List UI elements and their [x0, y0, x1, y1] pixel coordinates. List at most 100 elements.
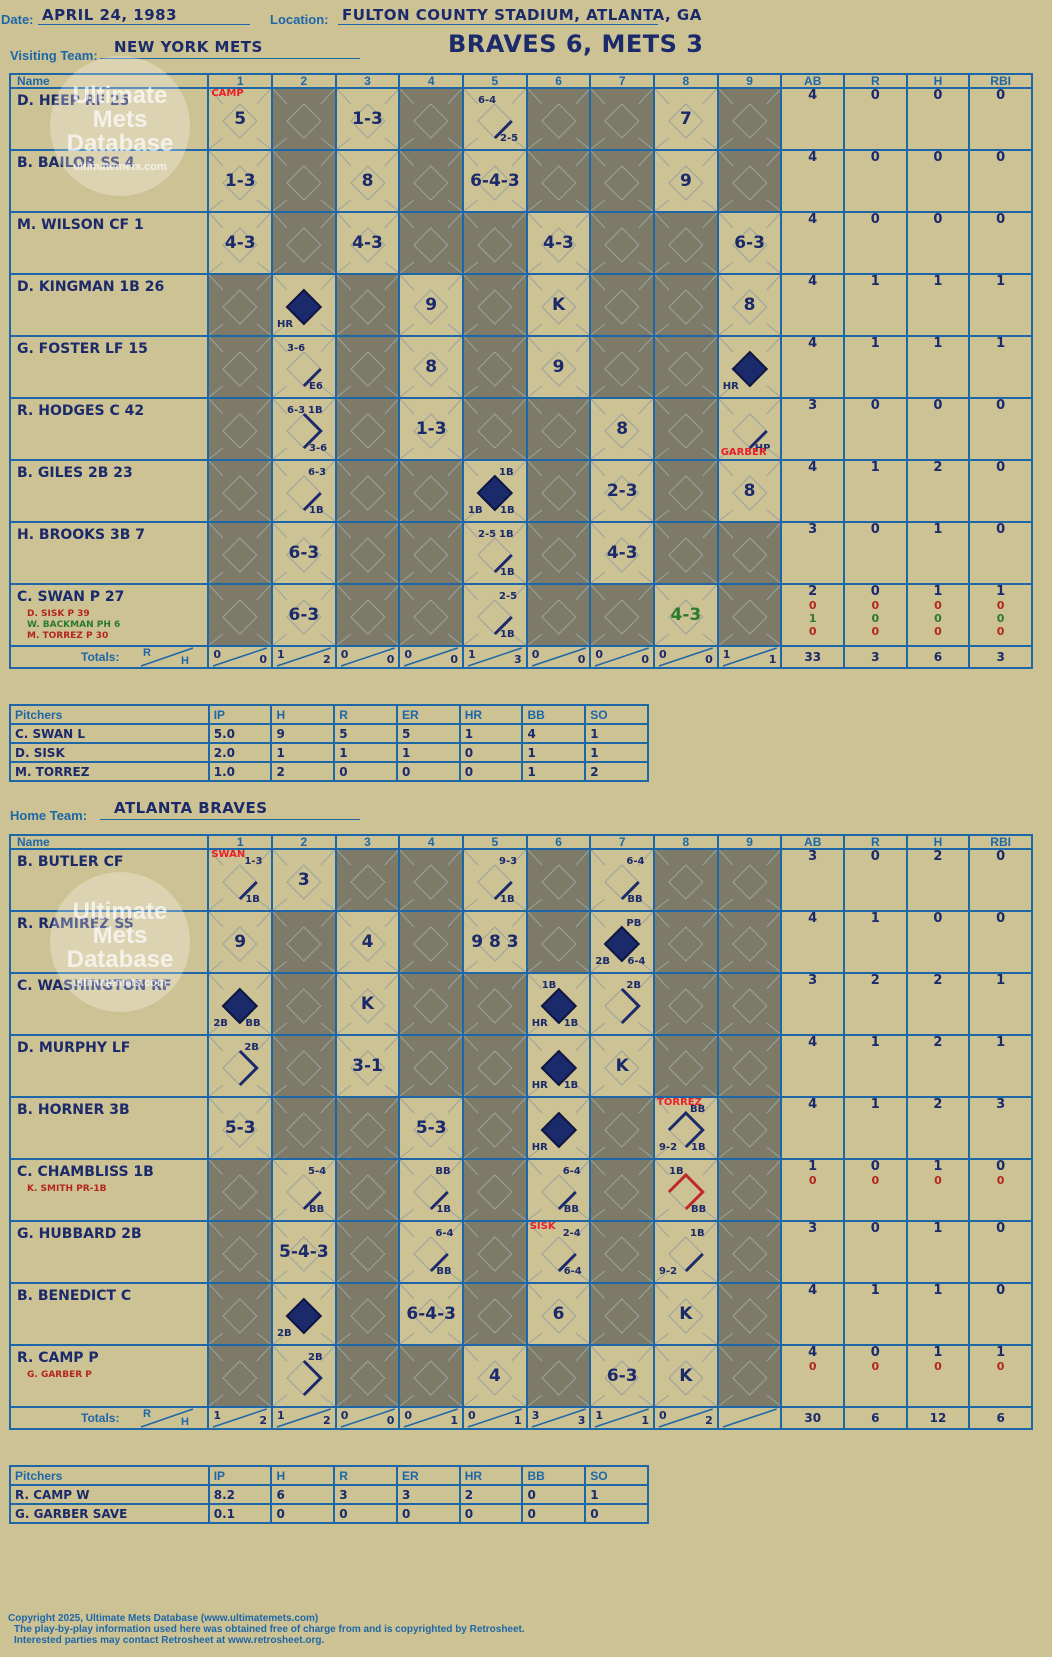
diamond-guide	[447, 1084, 462, 1095]
inning-cell: 6-4 BB	[589, 848, 656, 912]
diamond-guide	[575, 851, 589, 866]
inning-hits: 0	[577, 653, 586, 666]
batter-stat-cell: 3	[780, 521, 846, 585]
diamond-graphic	[656, 276, 716, 334]
diamond-graphic	[528, 1161, 589, 1219]
diamond-outline	[286, 1112, 322, 1148]
diamond-graphic	[719, 1161, 780, 1219]
play-result: 6-4-3	[406, 1304, 456, 1324]
team-total-stat: 3	[843, 645, 908, 669]
diamond-guide	[274, 1161, 288, 1176]
diamond-guide	[528, 338, 542, 353]
batter-name: R. CAMP P	[17, 1350, 99, 1366]
diamond-guide	[256, 1146, 271, 1157]
diamond-guide	[528, 1394, 542, 1405]
diamond-guide	[719, 586, 734, 601]
diamond-guide	[465, 1332, 479, 1343]
diamond-graphic	[719, 1223, 780, 1281]
play-result: 5	[234, 109, 247, 129]
inning-cell: 4-3	[207, 211, 274, 275]
diamond-guide	[575, 447, 589, 458]
inning-cell: 2B BB	[207, 972, 274, 1036]
diamond-outline	[413, 1298, 449, 1334]
pitching-column-header: R	[333, 704, 398, 725]
diamond-guide	[638, 1347, 653, 1362]
diamond-guide	[638, 1161, 653, 1176]
inning-cell	[271, 1096, 337, 1160]
inning-runs: 1	[595, 1409, 604, 1422]
diamond-guide	[702, 323, 716, 334]
inning-cell	[462, 1158, 528, 1222]
batter-row: G. HUBBARD 2B 5-4-3 6-4 BB 2-4 6-4 SISK 1B 9-2 3 0…	[8, 1220, 1033, 1284]
diamond-guide	[337, 385, 351, 396]
diamond-guide	[656, 1161, 670, 1176]
diamond-graphic	[656, 586, 716, 644]
diamond-graphic	[528, 1037, 589, 1095]
diamond-guide	[702, 1394, 716, 1405]
diamond-guide	[766, 851, 780, 866]
diamond-guide	[592, 1270, 606, 1281]
batter-stat-value: 0	[870, 88, 880, 103]
diamond-guide	[575, 586, 589, 601]
diamond-graphic	[337, 400, 398, 458]
diamond-guide	[702, 571, 716, 582]
diamond-guide	[256, 276, 271, 291]
diamond-guide	[447, 1037, 462, 1052]
diamond-guide	[656, 447, 670, 458]
play-result: 1-3	[224, 171, 256, 191]
diamond-guide	[528, 898, 542, 909]
total-divider	[531, 648, 586, 666]
diamond-outline	[604, 1236, 640, 1272]
diamond-graphic	[465, 400, 525, 458]
play-note: 1-3	[244, 856, 263, 867]
diamond-guide	[320, 1270, 334, 1281]
diamond-guide	[256, 1285, 271, 1300]
inning-cell: 9-3 1B	[462, 848, 528, 912]
diamond-guide	[447, 571, 462, 582]
diamond-guide	[337, 1146, 351, 1157]
diamond-guide	[384, 137, 398, 148]
diamond-guide	[256, 975, 271, 990]
diamond-graphic	[656, 1099, 716, 1157]
diamond-guide	[766, 1347, 780, 1362]
diamond-guide	[274, 913, 288, 928]
inning-column-header: 2	[271, 834, 337, 850]
diamond-guide	[719, 338, 734, 353]
diamond-guide	[401, 960, 415, 971]
diamond-guide	[447, 338, 462, 353]
pitcher-stat: 1	[521, 761, 587, 782]
inning-cell: 4-3	[334, 211, 401, 275]
diamond-outline	[731, 103, 768, 139]
name-column-header: Name	[8, 834, 210, 850]
diamond-guide	[465, 975, 479, 990]
diamond-guide	[320, 385, 334, 396]
diamond-guide	[656, 214, 670, 229]
batter-stat-value: 0	[870, 584, 880, 599]
inning-runs: 1	[468, 648, 476, 661]
diamond-guide	[528, 447, 542, 458]
diamond-guide	[337, 276, 351, 291]
batter-stat-cell: 3	[780, 397, 846, 461]
diamond-guide	[719, 385, 733, 396]
batter-name-cell: C. CHAMBLISS 1B K. SMITH PR-1B	[8, 1158, 210, 1222]
inning-cell	[525, 521, 592, 585]
diamond-guide	[719, 1146, 733, 1157]
diamond-guide	[766, 152, 780, 167]
run-scored-diamond	[731, 350, 768, 388]
diamond-guide	[384, 1285, 398, 1300]
play-result: 6-3	[288, 543, 320, 563]
diamond-guide	[320, 509, 334, 520]
play-result: 8	[743, 481, 756, 501]
diamond-guide	[511, 1332, 525, 1343]
diamond-guide	[384, 400, 398, 415]
play-note: 1B	[500, 567, 515, 578]
play-result: 4-3	[670, 605, 702, 625]
diamond-outline	[349, 289, 386, 325]
play-result: 5-4-3	[279, 1242, 329, 1262]
diamond-guide	[465, 586, 479, 601]
batter-stat-cell: 4	[780, 1034, 846, 1098]
pitcher-stat: 0	[270, 1503, 336, 1524]
pitcher-name: C. SWAN L	[9, 723, 210, 744]
